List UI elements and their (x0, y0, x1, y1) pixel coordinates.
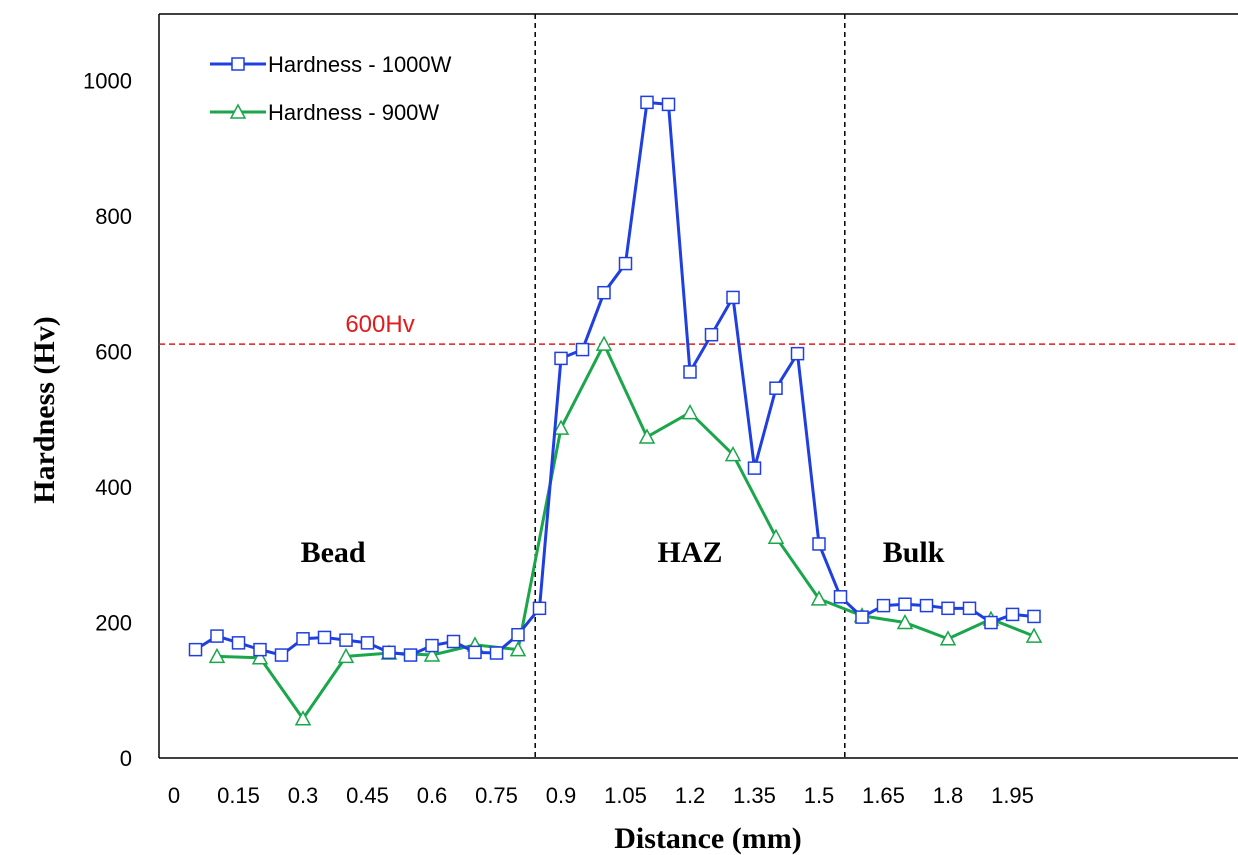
data-point (855, 610, 869, 624)
x-tick-label: 1.5 (804, 783, 835, 808)
series-line (216, 342, 1035, 721)
x-tick-label: 1.35 (733, 783, 776, 808)
data-point (681, 403, 699, 420)
x-tick-label: 0.45 (346, 783, 389, 808)
data-point (1005, 607, 1020, 622)
x-tick-label: 0.6 (417, 783, 448, 808)
x-tick-labels: 0 0.15 0.3 0.45 0.6 0.75 0.9 1.05 1.2 1.35 1.5 1.65… (168, 783, 1034, 808)
region-label: Bead (301, 536, 366, 569)
data-point (790, 346, 805, 361)
data-point (575, 342, 590, 357)
data-point (253, 642, 267, 657)
data-point (896, 613, 914, 630)
series-square (188, 95, 1041, 662)
data-point (339, 633, 353, 647)
x-tick-label: 1.05 (604, 783, 647, 808)
data-point (509, 641, 527, 657)
y-tick-label: 0 (120, 746, 132, 771)
data-point (317, 630, 332, 645)
data-point (489, 646, 504, 660)
x-tick-label: 1.2 (675, 783, 706, 808)
x-tick-label: 1.8 (933, 783, 964, 808)
y-tick-label: 200 (95, 611, 132, 636)
data-point (747, 461, 762, 475)
series-layer (188, 95, 1043, 726)
legend: Hardness - 1000W Hardness - 900W (210, 52, 452, 125)
x-tick-label: 0.15 (217, 783, 260, 808)
series-triangle (208, 335, 1043, 726)
data-point (939, 630, 957, 646)
data-point (423, 646, 441, 662)
x-tick-label: 0.75 (475, 783, 518, 808)
x-tick-label: 1.95 (991, 783, 1034, 808)
legend-label: Hardness - 1000W (268, 52, 452, 77)
data-point (812, 537, 826, 551)
data-point (683, 365, 697, 379)
data-point (1027, 609, 1041, 624)
plot-frame (158, 13, 1238, 759)
reference-line: 600Hv (159, 311, 1238, 345)
data-point (724, 445, 742, 462)
data-point (769, 381, 783, 395)
data-point (898, 597, 912, 612)
data-point (188, 642, 203, 657)
data-point (552, 419, 570, 435)
data-point (251, 649, 269, 665)
x-tick-label: 0.9 (546, 783, 577, 808)
data-point (726, 290, 740, 305)
data-point (296, 632, 310, 646)
data-point (833, 590, 848, 604)
data-point (532, 601, 547, 616)
data-point (468, 645, 482, 660)
y-tick-label: 600 (95, 340, 132, 365)
data-point (984, 615, 998, 630)
data-point (511, 627, 525, 642)
region-label: Bulk (883, 536, 945, 569)
data-point (554, 351, 568, 366)
data-point (767, 528, 785, 544)
data-point (597, 285, 611, 300)
reference-line-label: 600Hv (345, 311, 414, 338)
data-point (704, 327, 719, 342)
x-axis-title: Distance (mm) (614, 822, 801, 855)
y-axis-title: Hardness (Hv) (28, 316, 61, 504)
data-point (640, 95, 654, 110)
x-tick-label: 0.3 (288, 783, 319, 808)
data-point (425, 638, 439, 653)
data-point (403, 648, 418, 662)
y-tick-label: 400 (95, 475, 132, 500)
y-tick-label: 800 (95, 204, 132, 229)
data-point (876, 598, 891, 613)
data-point (919, 598, 934, 613)
data-point (962, 601, 977, 616)
data-point (360, 636, 375, 650)
legend-marker (231, 57, 245, 71)
x-tick-label: 0 (168, 783, 180, 808)
region-boundaries (534, 14, 846, 758)
legend-label: Hardness - 900W (268, 100, 439, 125)
x-tick-label: 1.65 (862, 783, 905, 808)
data-point (595, 335, 613, 351)
data-point (1025, 627, 1043, 643)
data-point (638, 428, 656, 444)
data-point (661, 97, 676, 112)
data-point (208, 647, 226, 664)
y-tick-labels: 0 200 400 600 800 1000 (83, 69, 132, 771)
data-point (337, 647, 355, 664)
region-labels: Bead HAZ Bulk (301, 536, 945, 569)
data-point (274, 648, 289, 662)
y-tick-label: 1000 (83, 69, 132, 94)
data-point (382, 645, 396, 660)
legend-marker (229, 103, 247, 119)
data-point (294, 710, 312, 726)
data-point (618, 256, 633, 271)
series-line (194, 100, 1035, 657)
data-point (231, 636, 246, 650)
data-point (210, 629, 224, 643)
data-point (941, 601, 955, 616)
region-label: HAZ (657, 536, 722, 569)
data-point (810, 590, 828, 606)
data-point (446, 634, 461, 649)
